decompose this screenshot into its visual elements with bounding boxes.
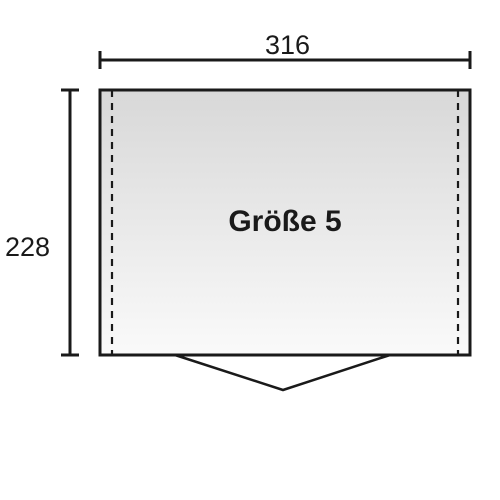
- width-dimension-label: 316: [265, 30, 310, 61]
- height-dimension-label: 228: [5, 232, 50, 263]
- door-swing-indicator: [175, 355, 390, 390]
- dimension-diagram: [0, 0, 500, 500]
- size-label: Größe 5: [228, 205, 341, 239]
